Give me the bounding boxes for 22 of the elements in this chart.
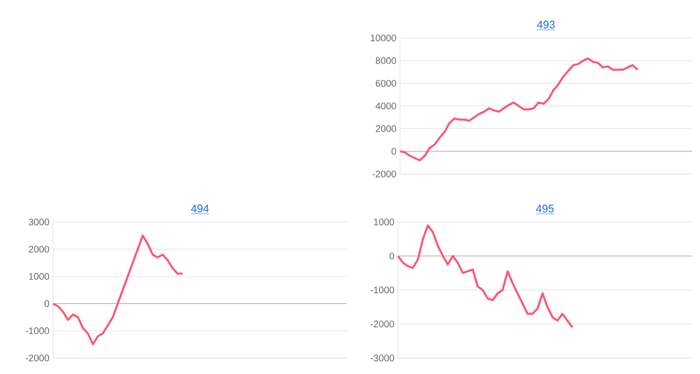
y-tick-label: 6000 bbox=[376, 80, 396, 87]
y-tick-label: 2000 bbox=[28, 246, 50, 253]
y-tick-label: 10000 bbox=[370, 34, 396, 42]
y-tick-label: -2000 bbox=[372, 170, 396, 178]
y-tick-label: 8000 bbox=[376, 57, 396, 64]
y-tick-label: 0 bbox=[390, 252, 394, 260]
y-tick-label: -3000 bbox=[370, 354, 394, 362]
line-series bbox=[397, 224, 574, 328]
chart-title: 495 bbox=[536, 204, 554, 212]
chart-title: 493 bbox=[537, 20, 555, 28]
y-tick-label: 1000 bbox=[374, 218, 394, 226]
y-tick-label: -2000 bbox=[370, 320, 394, 328]
y-tick-label: -1000 bbox=[26, 327, 50, 334]
y-tick-label: 0 bbox=[392, 148, 396, 155]
y-tick-label: 0 bbox=[44, 300, 50, 307]
y-tick-label: -2000 bbox=[26, 354, 50, 362]
y-tick-label: 4000 bbox=[376, 102, 396, 110]
chart-title: 494 bbox=[191, 204, 209, 212]
y-tick-label: -1000 bbox=[370, 286, 394, 294]
y-tick-label: 3000 bbox=[28, 218, 50, 226]
y-tick-label: 1000 bbox=[29, 273, 50, 280]
y-tick-label: 2000 bbox=[376, 125, 396, 132]
